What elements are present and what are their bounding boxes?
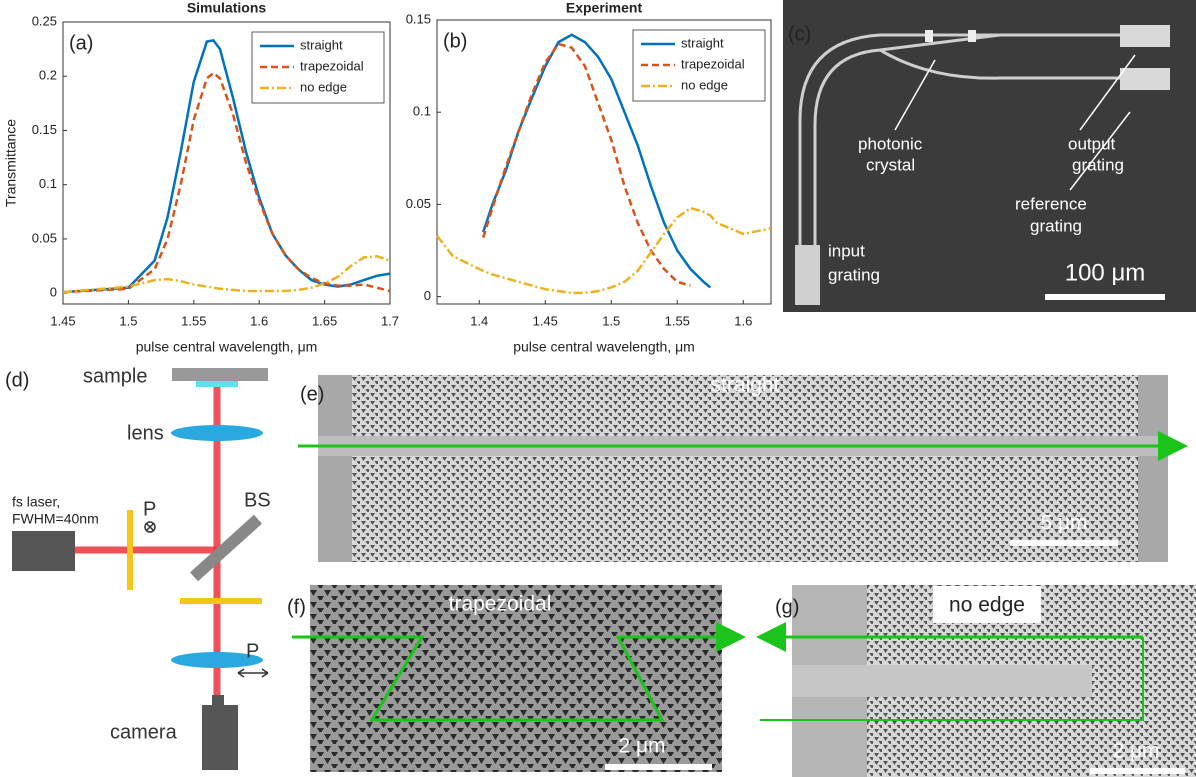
y-tick-label: 0.1 xyxy=(39,176,57,191)
scale-bar xyxy=(1090,768,1185,774)
caption: straight xyxy=(711,374,780,397)
panel-d: (d) sample lens fs laser, FWHM=40nm P BS… xyxy=(5,365,271,770)
series-line xyxy=(62,39,391,294)
label: sample xyxy=(83,365,147,387)
x-tick-label: 1.6 xyxy=(734,313,752,328)
legend-label: straight xyxy=(681,35,724,50)
legend-label: trapezoidal xyxy=(300,58,364,73)
annotation: photonic xyxy=(858,134,923,153)
annotation: crystal xyxy=(866,155,915,174)
panel-e: (e) straight 5 μm xyxy=(298,374,1188,562)
y-tick-label: 0.2 xyxy=(39,68,57,83)
chart-title: Experiment xyxy=(566,0,643,16)
caption: no edge xyxy=(949,594,1025,617)
label: BS xyxy=(244,489,271,511)
label: fs laser, xyxy=(12,494,60,510)
label: lens xyxy=(127,422,164,444)
panel-label: (c) xyxy=(788,23,811,45)
y-tick-label: 0 xyxy=(50,285,57,300)
scale-bar xyxy=(605,764,712,770)
panel-label: (f) xyxy=(287,596,306,618)
label: FWHM=40nm xyxy=(12,511,99,527)
series-line xyxy=(436,206,772,295)
legend-label: straight xyxy=(300,37,343,52)
x-axis-label: pulse central wavelength, μm xyxy=(136,339,318,355)
x-tick-label: 1.5 xyxy=(119,313,137,328)
x-tick-label: 1.55 xyxy=(181,313,206,328)
y-axis-label: Transmittance xyxy=(3,119,19,207)
sem-image xyxy=(310,585,722,772)
label: P xyxy=(246,640,259,662)
y-tick-label: 0.1 xyxy=(413,104,431,119)
y-tick-label: 0.15 xyxy=(32,122,57,137)
annotation: input xyxy=(828,241,865,260)
panel-label: (a) xyxy=(69,32,93,54)
y-tick-label: 0.05 xyxy=(32,230,57,245)
annotation: output xyxy=(1068,134,1116,153)
chart-title: Simulations xyxy=(187,0,267,16)
scale-bar-label: 2 μm xyxy=(1112,740,1159,763)
x-tick-label: 1.45 xyxy=(533,313,558,328)
panel-label: (d) xyxy=(5,369,29,391)
x-tick-label: 1.65 xyxy=(312,313,337,328)
scale-bar xyxy=(1045,294,1165,300)
panel-label: (e) xyxy=(300,383,324,405)
y-tick-label: 0.25 xyxy=(32,13,57,28)
y-tick-label: 0.15 xyxy=(406,11,431,26)
label: camera xyxy=(110,721,178,743)
legend-label: trapezoidal xyxy=(681,56,745,71)
panel-g: (g) no edge 2 μm xyxy=(756,585,1196,777)
annotation: reference xyxy=(1015,194,1087,213)
y-tick-label: 0 xyxy=(424,288,431,303)
annotation: grating xyxy=(828,265,880,284)
annotation: grating xyxy=(1072,155,1124,174)
series-line xyxy=(482,42,691,287)
annotation: grating xyxy=(1030,216,1082,235)
scale-bar-label: 2 μm xyxy=(618,735,665,758)
x-tick-label: 1.5 xyxy=(602,313,620,328)
x-tick-label: 1.6 xyxy=(250,313,268,328)
legend-label: no edge xyxy=(300,79,347,94)
sem-image xyxy=(783,0,1196,312)
panel-label: (g) xyxy=(775,596,799,618)
panel-label: (b) xyxy=(443,30,467,52)
x-axis-label: pulse central wavelength, μm xyxy=(513,339,695,355)
x-tick-label: 1.55 xyxy=(665,313,690,328)
panel-f: (f) trapezoidal 2 μm xyxy=(287,585,746,772)
sem-image xyxy=(318,375,1168,562)
label: P xyxy=(143,498,156,520)
panel-c: (c) photonic crystal output grating refe… xyxy=(783,0,1196,312)
series-line xyxy=(62,255,391,294)
x-tick-label: 1.4 xyxy=(470,313,488,328)
scale-bar-label: 5 μm xyxy=(1040,512,1087,535)
x-tick-label: 1.45 xyxy=(50,313,75,328)
scale-bar-label: 100 μm xyxy=(1065,259,1146,286)
series-line xyxy=(62,71,391,294)
y-tick-label: 0.05 xyxy=(406,196,431,211)
caption: trapezoidal xyxy=(449,593,552,616)
x-tick-label: 1.7 xyxy=(381,313,399,328)
legend-label: no edge xyxy=(681,77,728,92)
scale-bar xyxy=(1010,540,1118,546)
